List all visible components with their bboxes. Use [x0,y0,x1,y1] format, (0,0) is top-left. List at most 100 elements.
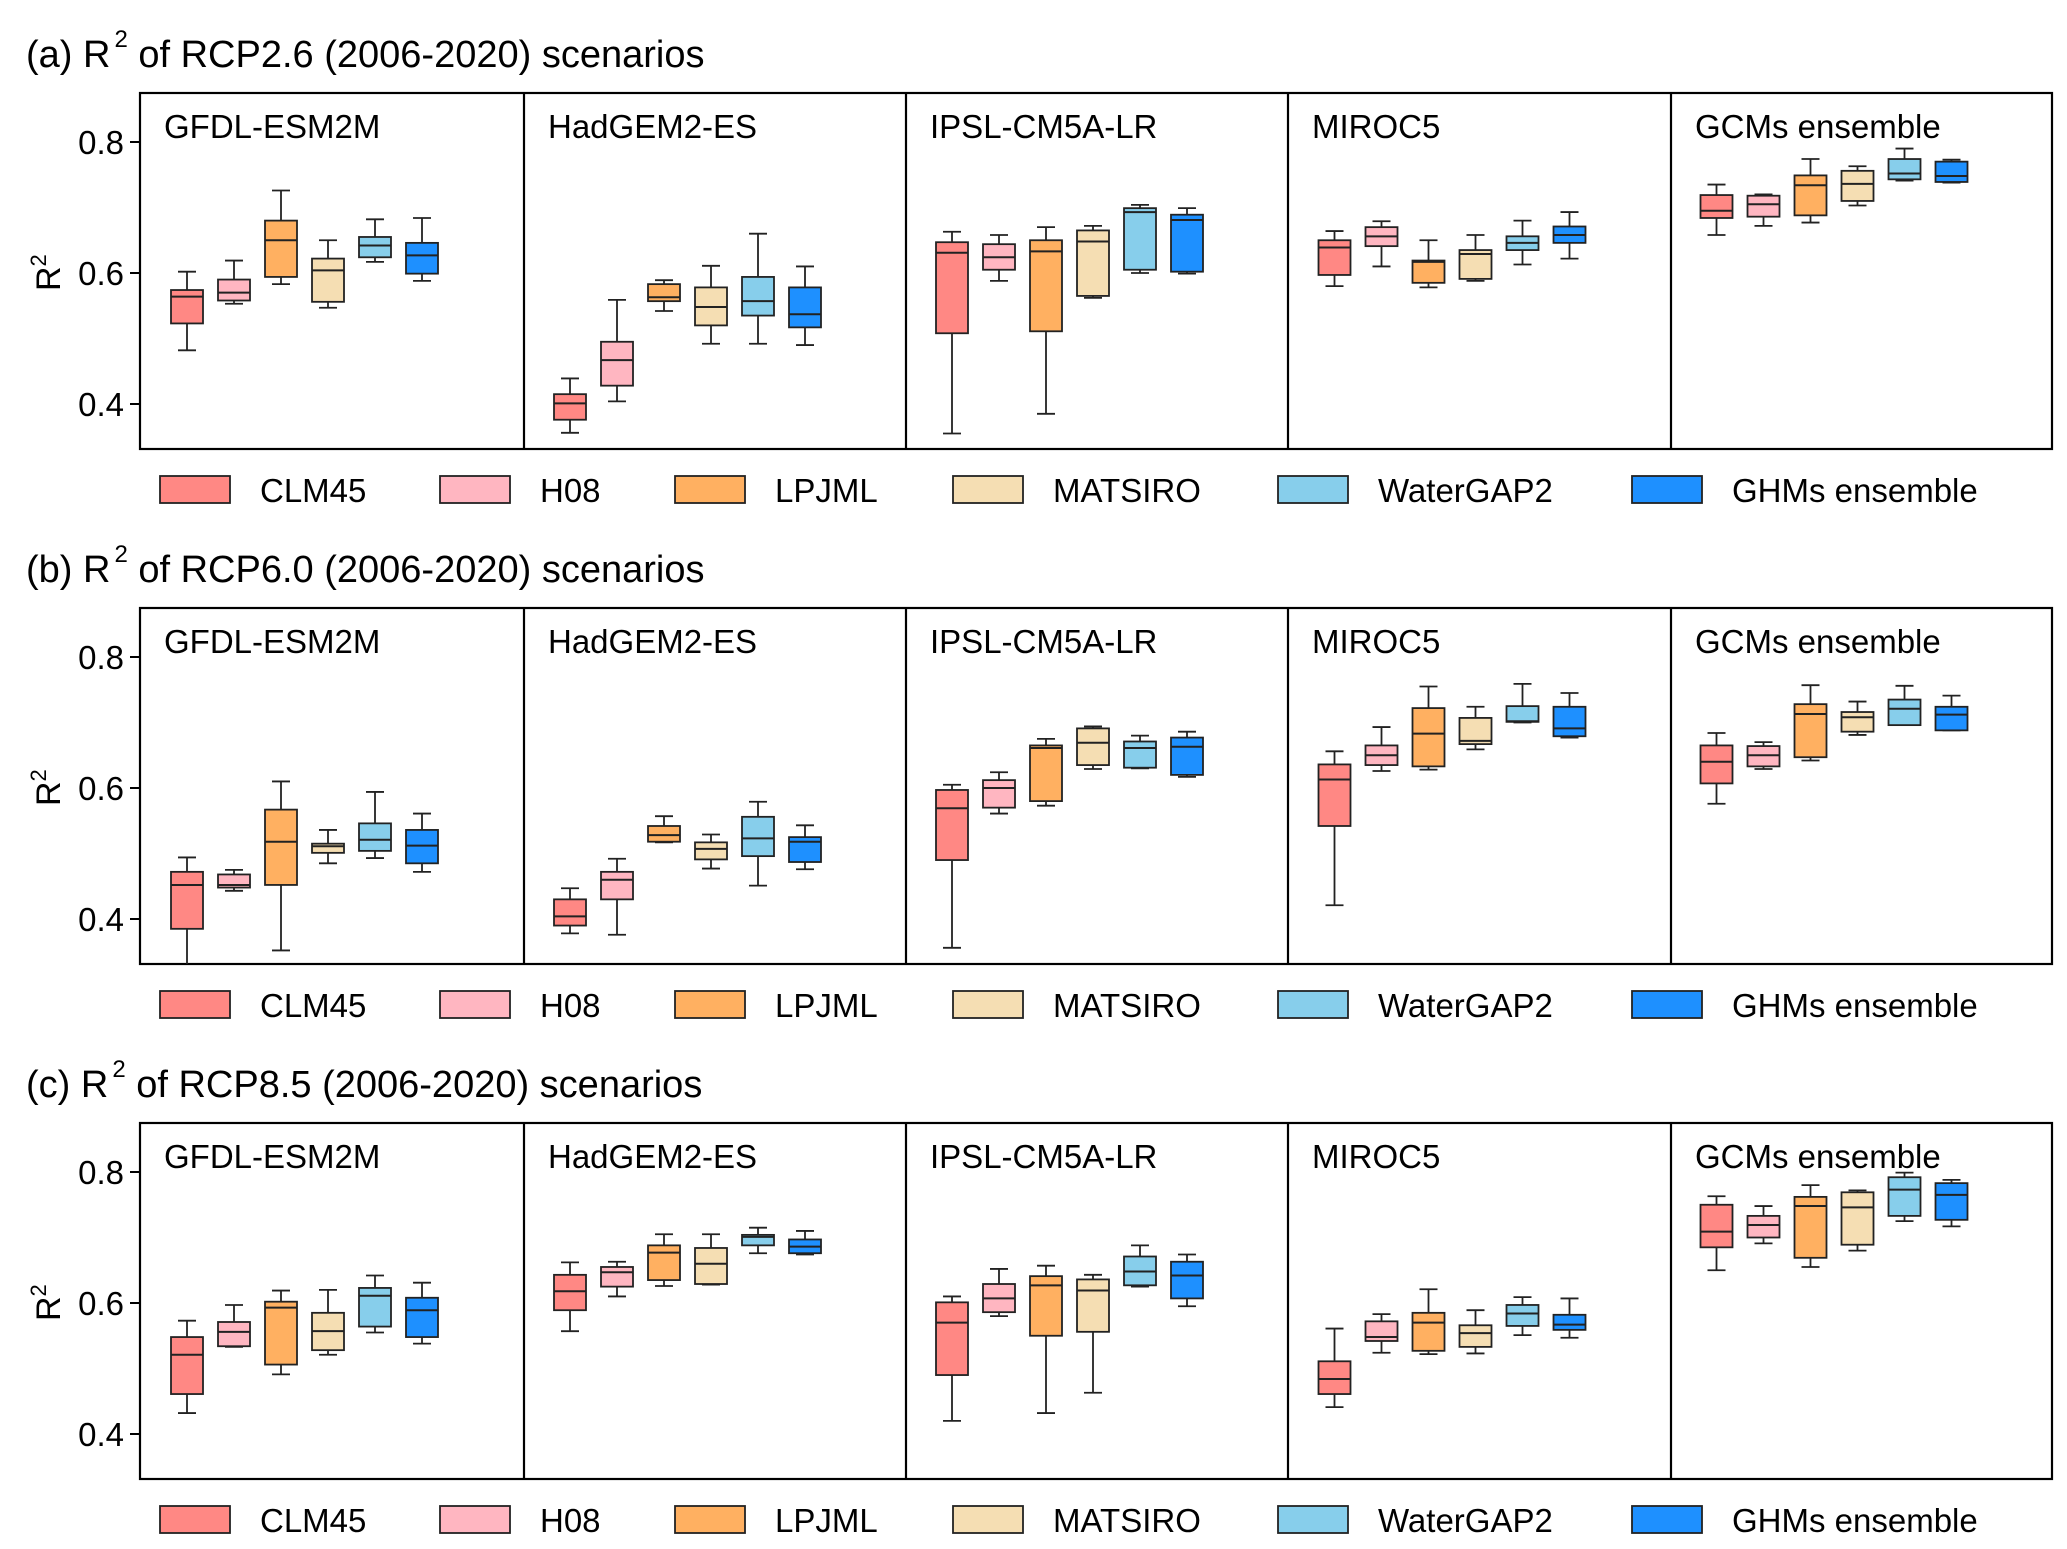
box-iqr [694,1247,728,1285]
legend-item: MATSIRO [952,472,1201,509]
box-iqr [935,1301,969,1376]
box-ghms-ensemble [788,265,822,346]
box-ghms-ensemble [1934,694,1969,732]
box-iqr [1699,194,1734,219]
legend-item: MATSIRO [952,1502,1201,1539]
y-tick-label: 0.4 [78,386,124,423]
box-h08 [217,1304,251,1348]
box-matsiro [1458,1309,1493,1355]
box-iqr [358,1287,392,1328]
gcm-label: MIROC5 [1312,1138,1440,1175]
legend-item: WaterGAP2 [1277,987,1553,1024]
box-iqr [1076,229,1110,297]
box-h08 [982,1268,1016,1317]
box-watergap2 [358,218,392,263]
legend-label: MATSIRO [1053,1502,1201,1539]
box-iqr [1458,717,1493,746]
legend-swatch [1631,1505,1703,1534]
box-h08 [1364,726,1399,772]
box-iqr [1411,1311,1446,1352]
legend-item: LPJML [674,1502,878,1539]
box-clm45 [553,1261,587,1333]
box-watergap2 [1123,1244,1157,1288]
box-h08 [1364,1313,1399,1354]
box-iqr [264,219,298,278]
box-iqr [553,898,587,927]
box-matsiro [1076,1273,1110,1394]
box-lpjml [647,279,681,312]
legend-swatch [159,475,231,504]
box-lpjml [1411,685,1446,771]
gcm-label: GFDL-ESM2M [164,108,380,145]
box-ghms-ensemble [1552,211,1587,260]
y-tick-label: 0.6 [78,770,124,807]
gcm-label: IPSL-CM5A-LR [930,623,1157,660]
box-matsiro [1840,700,1875,736]
box-iqr [1699,1203,1734,1249]
box-iqr [405,1296,439,1338]
box-ghms-ensemble [405,812,439,873]
box-iqr [741,815,775,858]
box-iqr [1411,707,1446,768]
box-iqr [647,825,681,843]
title-prefix: (c) R [26,1064,108,1106]
box-matsiro [1458,234,1493,282]
y-tick-label: 0.4 [78,1416,124,1453]
box-matsiro [311,1289,345,1356]
legend-item: H08 [439,987,601,1024]
legend-item: H08 [439,1502,601,1539]
box-iqr [553,1273,587,1312]
box-ghms-ensemble [405,217,439,282]
box-clm45 [1317,750,1352,907]
legend-swatch [159,990,231,1019]
legend-label: CLM45 [260,472,366,509]
box-iqr [217,278,251,302]
legend-label: LPJML [775,1502,878,1539]
y-axis-label: R2 [26,769,68,806]
legend-swatch [439,990,511,1019]
box-iqr [1840,711,1875,733]
box-iqr [741,1233,775,1247]
box-iqr [741,276,775,317]
gcm-label: GCMs ensemble [1695,623,1941,660]
box-clm45 [1317,1327,1352,1409]
box-iqr [1934,160,1969,183]
box-iqr [553,393,587,421]
legend-item: WaterGAP2 [1277,1502,1553,1539]
box-lpjml [1411,239,1446,289]
box-lpjml [647,815,681,844]
y-axis-label: R2 [26,254,68,291]
legend-item: LPJML [674,472,878,509]
legend-swatch [159,1505,231,1534]
box-watergap2 [741,232,775,345]
box-iqr [1840,1191,1875,1246]
box-iqr [600,870,634,901]
legend-item: MATSIRO [952,987,1201,1024]
box-iqr [1170,1260,1204,1300]
box-iqr [1170,213,1204,273]
box-watergap2 [1123,203,1157,274]
box-iqr [1699,744,1734,785]
box-iqr [1793,703,1828,759]
legend-label: H08 [540,1502,601,1539]
box-iqr [1317,1360,1352,1395]
box-h08 [217,868,251,892]
box-h08 [982,771,1016,815]
box-clm45 [935,1295,969,1422]
legend: CLM45 H08 LPJML MATSIRO WaterGAP2 GHMs ensemb… [159,987,1978,1024]
box-iqr [170,870,204,930]
box-lpjml [1793,158,1828,224]
box-iqr [1076,727,1110,766]
box-iqr [1934,1182,1969,1221]
legend-swatch [674,475,746,504]
box-lpjml [1411,1288,1446,1355]
box-matsiro [1840,165,1875,207]
legend-label: WaterGAP2 [1378,472,1553,509]
box-ghms-ensemble [1170,207,1204,275]
box-lpjml [647,1233,681,1287]
title-superscript: 2 [114,26,127,53]
box-iqr [600,1266,634,1288]
legend-label: LPJML [775,987,878,1024]
legend-swatch [439,475,511,504]
